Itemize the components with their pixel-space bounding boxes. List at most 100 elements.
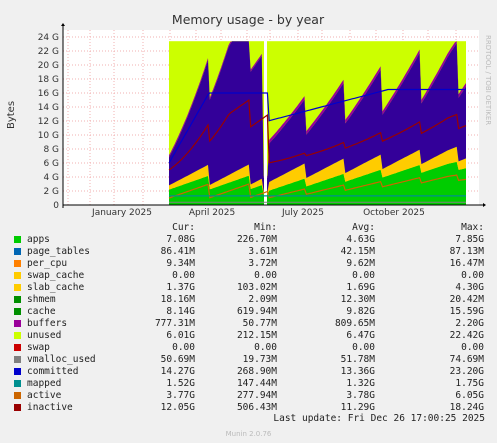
y-axis-label: Bytes [6, 101, 17, 129]
legend-row-swap-cache: swap_cache 0.00 0.00 0.00 0.00 [0, 270, 497, 282]
legend-name: unused [27, 330, 62, 341]
legend-row-page-tables: page_tables 86.41M 3.61M 42.15M 87.13M [0, 246, 497, 258]
legend-min-value: 2.09M [248, 294, 277, 305]
legend-swatch [14, 332, 21, 339]
legend-min-value: 226.70M [236, 234, 277, 245]
legend-max-value: 4.30G [455, 282, 484, 293]
legend-row-buffers: buffers 777.31M 50.77M 809.65M 2.20G [0, 318, 497, 330]
legend-swatch [14, 404, 21, 411]
legend-max-value: 0.00 [461, 342, 484, 353]
legend-min-value: 619.94M [236, 306, 277, 317]
y-tick-label: 0 [53, 201, 59, 211]
legend-row-apps: apps 7.08G 226.70M 4.63G 7.85G [0, 234, 497, 246]
legend-name: slab_cache [27, 282, 85, 293]
legend-row-slab-cache: slab_cache 1.37G 103.02M 1.69G 4.30G [0, 282, 497, 294]
legend-avg-value: 1.69G [346, 282, 375, 293]
legend-avg-value: 12.30M [340, 294, 375, 305]
legend-min-value: 3.72M [248, 258, 277, 269]
legend-avg-value: 13.36G [340, 366, 375, 377]
legend-row-active: active 3.77G 277.94M 3.78G 6.05G [0, 390, 497, 402]
legend-cur-value: 12.05G [160, 402, 195, 413]
legend-cur-value: 50.69M [160, 354, 195, 365]
legend-name: shmem [27, 294, 56, 305]
legend-min-value: 3.61M [248, 246, 277, 257]
legend-name: vmalloc_used [27, 354, 96, 365]
legend-name: swap [27, 342, 50, 353]
y-tick-label: 6 G [43, 159, 59, 169]
legend-cur-value: 18.16M [160, 294, 195, 305]
legend-cur-value: 0.00 [172, 270, 195, 281]
legend-cur-value: 9.34M [166, 258, 195, 269]
area-apps [169, 161, 466, 205]
legend-max-value: 74.69M [449, 354, 484, 365]
legend-max-value: 7.85G [455, 234, 484, 245]
legend-swatch [14, 356, 21, 363]
legend-cur-value: 1.37G [166, 282, 195, 293]
legend-cur-value: 14.27G [160, 366, 195, 377]
legend-name: swap_cache [27, 270, 85, 281]
data-areas [169, 40, 466, 206]
legend-max-value: 1.75G [455, 378, 484, 389]
legend-avg-value: 6.47G [346, 330, 375, 341]
legend-name: page_tables [27, 246, 90, 257]
last-update: Last update: Fri Dec 26 17:00:25 2025 [273, 413, 485, 424]
legend-name: mapped [27, 378, 62, 389]
legend-max-value: 15.59G [449, 306, 484, 317]
legend-min-value: 147.44M [236, 378, 277, 389]
legend-row-vmalloc-used: vmalloc_used 50.69M 19.73M 51.78M 74.69M [0, 354, 497, 366]
legend-avg-value: 11.29G [340, 402, 375, 413]
legend-avg-value: 51.78M [340, 354, 375, 365]
legend-min-value: 277.94M [236, 390, 277, 401]
legend-swatch [14, 248, 21, 255]
legend-swatch [14, 320, 21, 327]
munin-version: Munin 2.0.76 [225, 430, 272, 438]
y-tick-label: 4 G [43, 173, 59, 183]
legend-min-value: 103.02M [236, 282, 277, 293]
legend-cur-value: 1.52G [166, 378, 195, 389]
legend-swatch [14, 368, 21, 375]
y-tick-label: 22 G [38, 47, 59, 57]
header-max: Max: [461, 222, 484, 233]
y-tick-label: 10 G [38, 131, 59, 141]
legend-name: apps [27, 234, 50, 245]
legend-name: cache [27, 306, 56, 317]
header-min: Min: [254, 222, 277, 233]
y-tick-label: 24 G [38, 33, 59, 43]
data-lines [168, 88, 467, 203]
legend-cur-value: 8.14G [166, 306, 195, 317]
legend-cur-value: 86.41M [160, 246, 195, 257]
legend-min-value: 212.15M [236, 330, 277, 341]
legend-max-value: 22.42G [449, 330, 484, 341]
legend-avg-value: 809.65M [334, 318, 375, 329]
legend-avg-value: 4.63G [346, 234, 375, 245]
legend-cur-value: 0.00 [172, 342, 195, 353]
legend-row-cache: cache 8.14G 619.94M 9.82G 15.59G [0, 306, 497, 318]
legend-max-value: 16.47M [449, 258, 484, 269]
legend-min-value: 19.73M [242, 354, 277, 365]
area-committed [169, 41, 466, 192]
legend-row-unused: unused 6.01G 212.15M 6.47G 22.42G [0, 330, 497, 342]
line-active [168, 174, 467, 199]
legend-max-value: 6.05G [455, 390, 484, 401]
legend-max-value: 20.42M [449, 294, 484, 305]
y-tick-label: 16 G [38, 89, 59, 99]
legend-cur-value: 6.01G [166, 330, 195, 341]
y-tick-label: 2 G [43, 187, 59, 197]
legend-swatch [14, 392, 21, 399]
legend-max-value: 23.20G [449, 366, 484, 377]
y-tick-label: 14 G [38, 103, 59, 113]
legend-swatch [14, 308, 21, 315]
rrdtool-credit: RRDTOOL / TOBI OETIKER [484, 35, 492, 125]
legend-row-swap: swap 0.00 0.00 0.00 0.00 [0, 342, 497, 354]
legend-swatch [14, 272, 21, 279]
legend-swatch [14, 284, 21, 291]
legend-min-value: 50.77M [242, 318, 277, 329]
legend-name: per_cpu [27, 258, 68, 269]
legend-row-mapped: mapped 1.52G 147.44M 1.32G 1.75G [0, 378, 497, 390]
legend-avg-value: 3.78G [346, 390, 375, 401]
legend-swatch [14, 260, 21, 267]
legend-avg-value: 42.15M [340, 246, 375, 257]
legend-avg-value: 1.32G [346, 378, 375, 389]
legend-avg-value: 0.00 [352, 342, 375, 353]
